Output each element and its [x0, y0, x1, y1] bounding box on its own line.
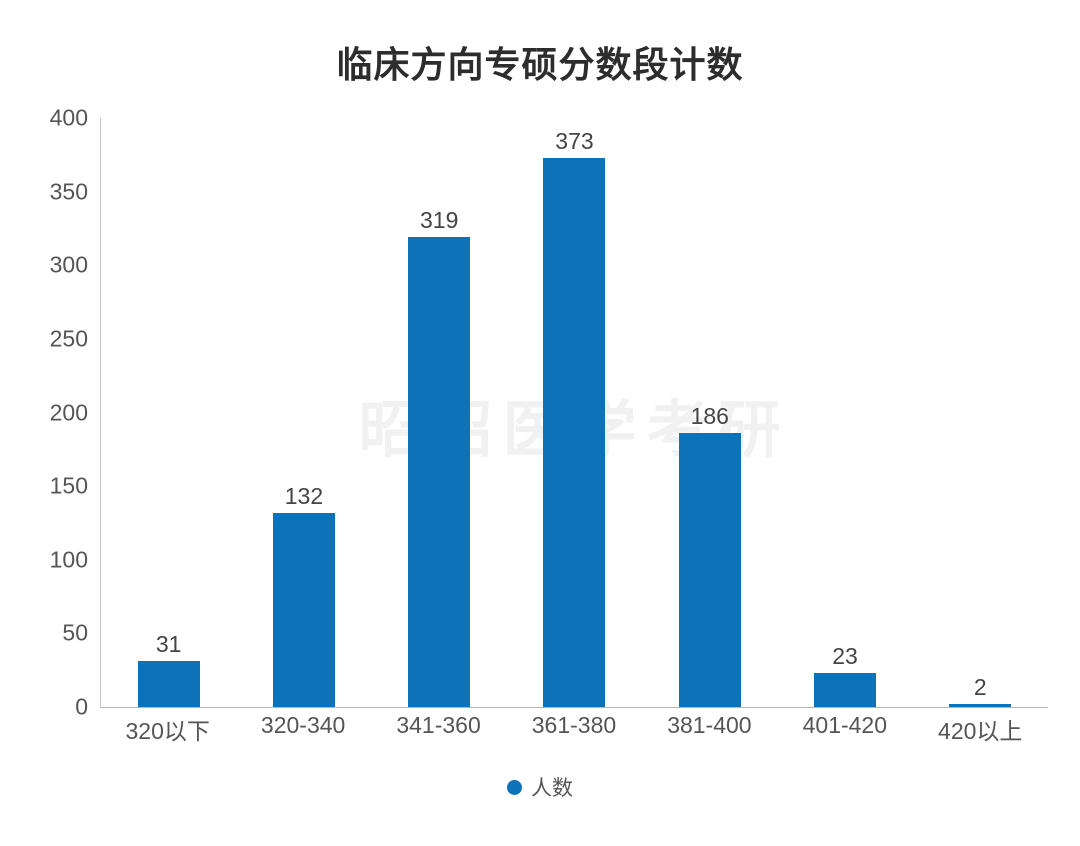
bar	[678, 433, 741, 707]
bar	[949, 704, 1012, 707]
bar-value-label: 2	[973, 674, 987, 701]
x-tick-label: 341-360	[396, 712, 481, 738]
bar-column: 319	[372, 118, 507, 707]
y-tick-label: 350	[49, 178, 88, 205]
bar-value-label: 186	[690, 403, 729, 430]
y-tick-label: 150	[49, 472, 88, 499]
bar-value-label: 23	[832, 643, 858, 670]
bar-value-label: 373	[555, 127, 594, 154]
x-tick-label: 361-380	[531, 712, 617, 738]
bar-value-label: 319	[420, 207, 459, 234]
bar-column: 23	[777, 118, 912, 707]
x-tick-label: 420以上	[938, 718, 1023, 744]
bar	[814, 673, 877, 707]
bar-column: 132	[236, 118, 371, 707]
y-tick-label: 0	[75, 693, 88, 720]
legend-dot-icon	[507, 779, 522, 795]
legend: 人数	[0, 772, 1080, 802]
y-tick-label: 100	[49, 546, 88, 573]
y-tick-label: 200	[49, 399, 88, 425]
chart-title: 临床方向专硕分数段计数	[336, 44, 744, 85]
x-tick-label: 381-400	[667, 712, 752, 738]
x-tick-label: 401-420	[802, 712, 888, 738]
x-tick-label: 320-340	[260, 712, 346, 738]
bar-column: 373	[507, 118, 642, 707]
bar	[272, 512, 335, 707]
x-axis: 320以下 320-340 341-360 361-380 381-400 401-420…	[100, 712, 1048, 746]
bar-value-label: 132	[284, 482, 324, 509]
x-tick-label: 320以下	[125, 718, 210, 744]
bar	[137, 661, 200, 707]
bar-column: 31	[101, 118, 236, 707]
legend-label: 人数	[531, 777, 573, 800]
y-tick-label: 300	[49, 251, 88, 278]
bar	[543, 157, 606, 707]
y-tick-label: 250	[49, 325, 88, 352]
bar-value-label: 31	[155, 631, 182, 658]
bar-column: 2	[913, 118, 1048, 707]
bar-column: 186	[642, 118, 777, 707]
bar	[408, 237, 471, 707]
y-tick-label: 50	[62, 619, 88, 646]
y-tick-label: 400	[49, 104, 88, 131]
y-axis: 0 50 100 150 200 250 300 350 400	[40, 106, 100, 718]
